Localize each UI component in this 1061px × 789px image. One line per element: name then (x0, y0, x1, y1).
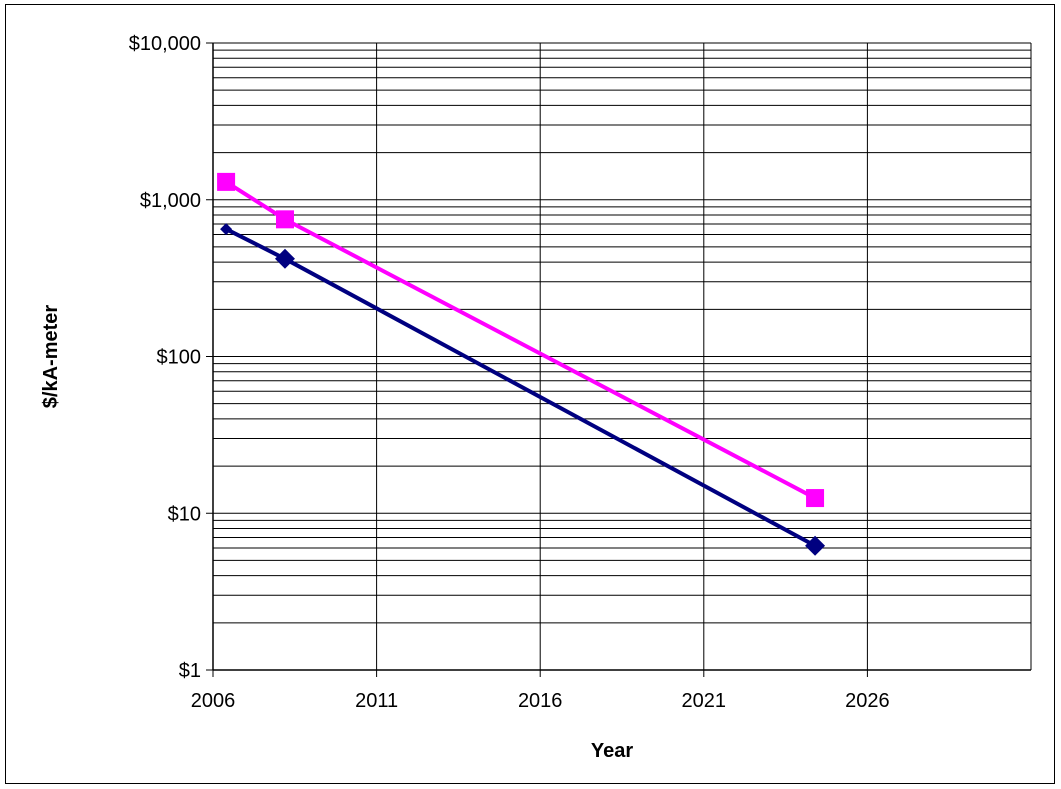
series-1-line (225, 227, 817, 548)
series-2-point (806, 489, 825, 508)
y-tick-label: $1,000 (140, 190, 201, 212)
chart-frame (5, 4, 1055, 784)
y-tick-label: $10 (168, 503, 201, 525)
x-tick-label: 2026 (845, 690, 890, 712)
x-tick-label: 2016 (518, 690, 563, 712)
y-axis-title: $/kA-meter (40, 305, 62, 409)
x-axis-title: Year (591, 740, 633, 762)
series-1-point (274, 248, 295, 269)
series-2-point (275, 210, 294, 229)
series-1-point (805, 535, 826, 556)
y-tick-label: $1 (179, 660, 201, 682)
minor-gridlines (213, 49, 1031, 624)
y-tick-labels: $1 $10 $100 $1,000 $10,000 (129, 33, 201, 682)
series-2-point (217, 172, 236, 191)
series-1-point (220, 223, 233, 236)
x-tick-label: 2011 (355, 690, 398, 712)
y-tick-label: $100 (157, 347, 202, 369)
series-markers (217, 172, 826, 556)
y-tick-label: $10,000 (129, 33, 201, 55)
series-2-line (225, 180, 816, 500)
x-tick-labels: 2006 2011 2016 2021 2026 (191, 690, 890, 712)
x-tick-label: 2006 (191, 690, 236, 712)
axes (206, 42, 1031, 677)
x-tick-label: 2021 (682, 690, 727, 712)
